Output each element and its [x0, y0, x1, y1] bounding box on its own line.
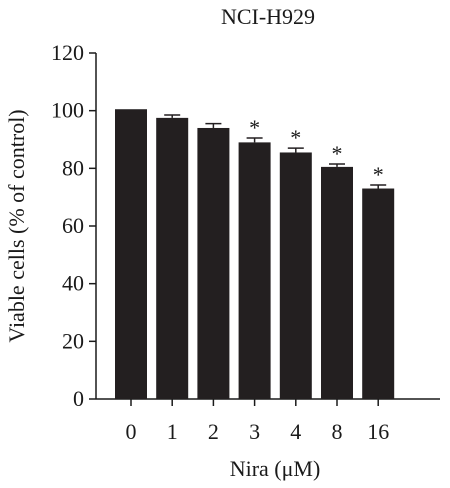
x-tick-label: 3	[249, 419, 260, 444]
y-tick-label: 100	[51, 98, 84, 123]
x-tick-label: 2	[208, 419, 219, 444]
x-tick-label: 4	[290, 419, 301, 444]
y-tick-label: 60	[62, 213, 84, 238]
bar	[321, 166, 353, 399]
y-tick-label: 0	[73, 386, 84, 411]
y-tick-label: 80	[62, 155, 84, 180]
x-tick-label: 0	[126, 419, 137, 444]
significance-marker: *	[249, 115, 260, 140]
bar	[362, 188, 395, 399]
significance-marker: *	[290, 125, 301, 150]
x-tick-label: 8	[332, 419, 343, 444]
y-axis-label: Viable cells (% of control)	[4, 109, 29, 342]
bar	[197, 127, 230, 399]
x-tick-label: 1	[167, 419, 178, 444]
plot-area: 0 20 40 60 80 100 120 0 1 2 3 * 4 * 8 * 16 *	[51, 40, 440, 444]
bar	[238, 142, 271, 399]
bar	[279, 152, 312, 399]
x-tick-label: 16	[367, 419, 389, 444]
chart-title: NCI-H929	[221, 4, 315, 29]
bar	[115, 109, 147, 399]
y-tick-label: 20	[62, 328, 84, 353]
significance-marker: *	[373, 162, 384, 187]
x-axis-label: Nira (μM)	[230, 456, 321, 481]
y-tick-label: 120	[51, 40, 84, 65]
significance-marker: *	[332, 141, 343, 166]
bar	[156, 117, 189, 399]
y-tick-label: 40	[62, 271, 84, 296]
